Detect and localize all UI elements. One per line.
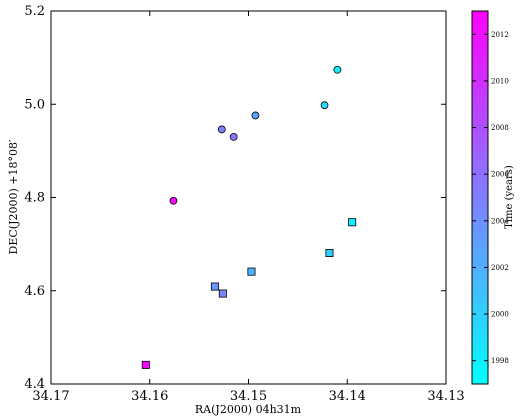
y-tick-label: 5.2 [24,4,45,19]
colorbar-tick-label: 2006 [491,171,509,179]
circle-marker [229,132,238,141]
colorbar-tick-label: 2010 [491,77,509,85]
y-axis-label: DEC(J2000) +18°08′ [7,139,20,254]
plot-area [50,10,447,385]
square-marker [210,282,219,291]
square-marker [141,360,150,369]
circle-marker [320,101,329,110]
colorbar-tick-label: 2004 [491,217,509,225]
y-tick-label: 4.6 [24,284,45,299]
colorbar-ticks: 1998 2000 2002 2004 2006 2008 2010 2012 [472,31,509,365]
circle-marker [251,111,260,120]
circle-marker [333,65,342,74]
y-tick-label: 5.0 [24,97,45,112]
colorbar-tick-label: 2008 [491,124,509,132]
x-tick-label: 34.15 [230,389,267,404]
x-tick-label: 34.13 [427,389,464,404]
x-tick-label: 34.16 [131,389,168,404]
y-tick-label: 4.8 [24,191,45,206]
colorbar-label: Time (years) [504,165,515,229]
y-axis-ticks: 4.4 4.6 4.8 5.0 5.2 [24,4,446,392]
x-axis-ticks: 34.17 34.16 34.15 34.14 34.13 [32,11,465,404]
y-tick-label: 4.4 [24,377,45,392]
colorbar-tick-label: 2002 [491,264,509,272]
x-tick-label: 34.14 [329,389,366,404]
data-markers [141,65,357,369]
circle-marker [217,125,226,134]
x-tick-label: 34.17 [32,389,69,404]
circle-marker [169,196,178,205]
colorbar-tick-label: 2000 [491,311,509,319]
colorbar-tick-label: 2012 [491,31,509,39]
square-marker [247,267,256,276]
colorbar-tick-label: 1998 [491,357,509,365]
square-marker [218,289,227,298]
square-marker [325,248,334,257]
square-marker [348,218,357,227]
colorbar [471,10,489,385]
x-axis-label: RA(J2000) 04h31m [195,403,302,416]
